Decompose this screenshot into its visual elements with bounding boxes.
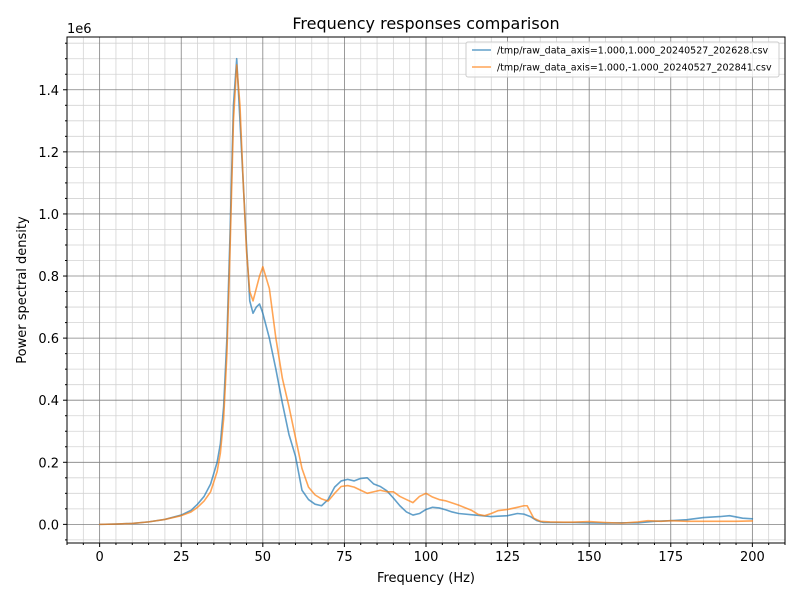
legend-label-series-1: /tmp/raw_data_axis=1.000,1.000_20240527_…: [497, 46, 769, 57]
y-tick-label: 1.2: [38, 146, 59, 161]
ticks: 0 25 50 75 100 125 150 175 200 0.0 0.2 0.4 0.6 0.8 1.0…: [38, 42, 786, 565]
y-tick-label: 1.4: [38, 84, 59, 99]
x-tick-label: 100: [414, 550, 439, 565]
x-tick-label: 150: [577, 550, 602, 565]
x-tick-label: 200: [740, 550, 765, 565]
x-axis-label: Frequency (Hz): [377, 571, 475, 586]
y-tick-label: 0.6: [38, 332, 59, 347]
x-tick-label: 125: [495, 550, 520, 565]
x-tick-label: 75: [336, 550, 353, 565]
y-tick-label: 0.4: [38, 394, 59, 409]
y-tick-label: 0.8: [38, 270, 59, 285]
y-offset-label: 1e6: [67, 22, 92, 37]
chart-title: Frequency responses comparison: [292, 14, 559, 33]
y-tick-label: 0.0: [38, 518, 59, 533]
y-axis-label: Power spectral density: [15, 216, 30, 364]
series-layer: [98, 57, 754, 526]
grid: [66, 37, 786, 543]
legend-box: [465, 41, 780, 78]
legend-label-series-2: /tmp/raw_data_axis=1.000,-1.000_20240527…: [497, 63, 772, 74]
x-tick-label: 50: [255, 550, 272, 565]
x-tick-label: 25: [173, 550, 190, 565]
legend: /tmp/raw_data_axis=1.000,1.000_20240527_…: [465, 41, 780, 78]
x-tick-label: 175: [658, 550, 683, 565]
y-tick-label: 0.2: [38, 456, 59, 471]
x-tick-label: 0: [95, 550, 103, 565]
series-line-2: [98, 64, 754, 526]
y-tick-label: 1.0: [38, 208, 59, 223]
